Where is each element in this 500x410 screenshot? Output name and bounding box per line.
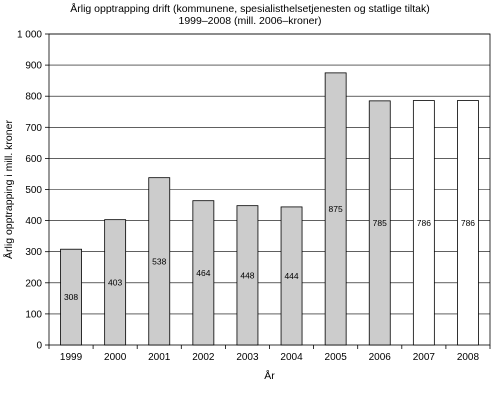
x-tick-label: 2004 — [280, 352, 303, 363]
bar — [104, 219, 127, 346]
y-tick-label: 300 — [25, 247, 42, 258]
y-tick-label: 500 — [25, 185, 42, 196]
x-tick-label: 2002 — [192, 352, 215, 363]
bar — [192, 200, 215, 346]
data-label: 403 — [108, 277, 122, 287]
chart-title: Årlig opptrapping drift (kommunene, spes… — [70, 3, 430, 15]
bar — [280, 206, 303, 346]
y-tick-label: 400 — [25, 216, 42, 227]
x-tick-label: 2007 — [413, 352, 436, 363]
bar — [236, 205, 259, 346]
data-label: 786 — [417, 218, 431, 228]
y-tick-label: 800 — [25, 92, 42, 103]
y-tick-label: 700 — [25, 123, 42, 134]
x-tick-label: 2006 — [369, 352, 392, 363]
y-axis-title: Årlig opptrapping i mill. kroner — [2, 120, 15, 259]
x-tick-label: 2000 — [104, 352, 127, 363]
chart-subtitle: 1999–2008 (mill. 2006–kroner) — [178, 15, 322, 27]
y-tick-label: 900 — [25, 61, 42, 72]
y-tick-label: 1 000 — [17, 30, 42, 41]
y-tick-label: 600 — [25, 154, 42, 165]
data-label: 786 — [461, 218, 475, 228]
bar — [457, 100, 479, 346]
data-label: 308 — [64, 292, 78, 302]
bar — [60, 248, 82, 346]
data-label: 875 — [329, 204, 343, 214]
x-tick-label: 1999 — [60, 352, 83, 363]
y-tick-label: 200 — [25, 278, 42, 289]
x-tick-label: 2005 — [325, 352, 348, 363]
y-tick-label: 100 — [25, 309, 42, 320]
bar — [324, 72, 347, 346]
data-label: 538 — [152, 256, 166, 266]
bar — [368, 100, 391, 346]
bar — [412, 100, 435, 346]
x-tick-label: 2003 — [236, 352, 259, 363]
y-tick-label: 0 — [36, 341, 42, 352]
bar — [148, 177, 171, 346]
x-axis-title: År — [264, 369, 275, 382]
data-label: 464 — [196, 268, 210, 278]
data-label: 444 — [284, 271, 298, 281]
data-label: 785 — [373, 218, 387, 228]
x-tick-label: 2001 — [148, 352, 171, 363]
x-tick-label: 2008 — [457, 352, 480, 363]
data-label: 448 — [240, 270, 254, 280]
